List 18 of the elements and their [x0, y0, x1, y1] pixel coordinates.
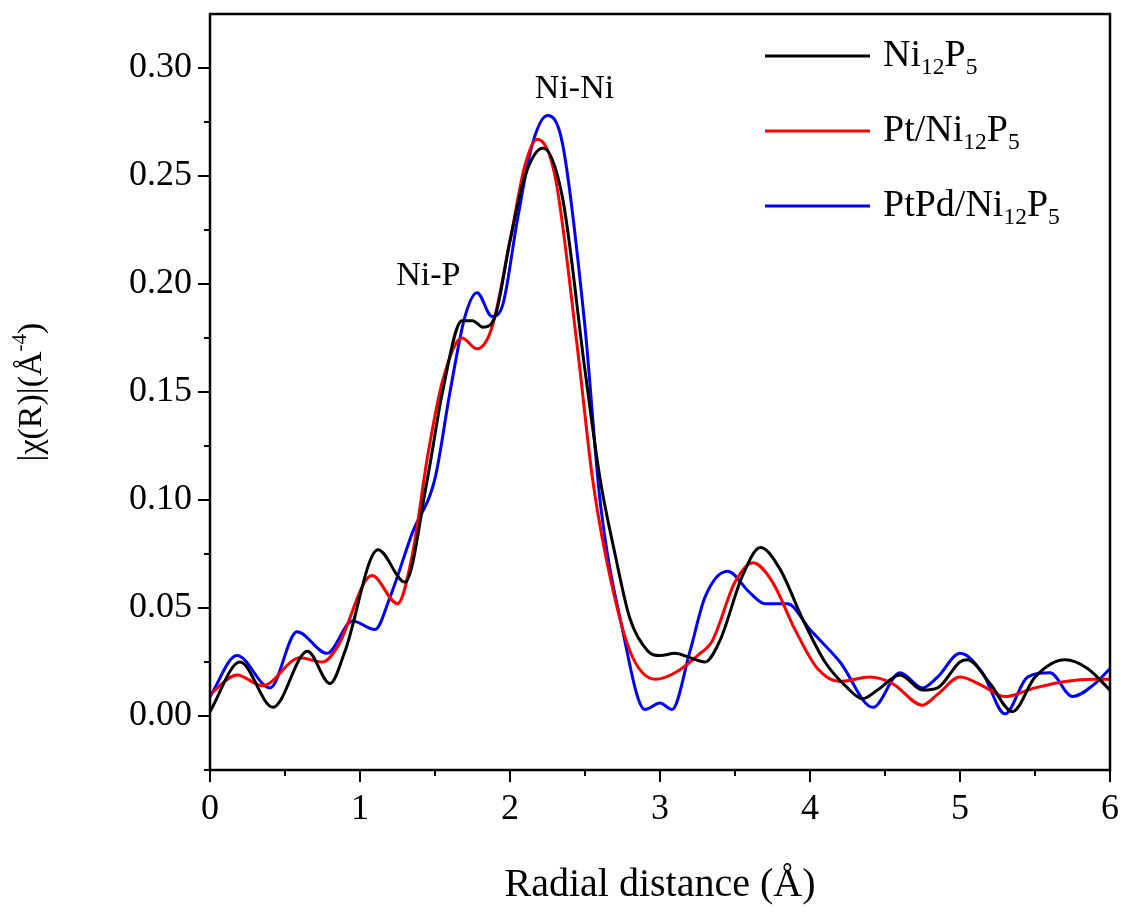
x-axis-title: Radial distance (Å) — [504, 859, 816, 905]
x-tick-label: 6 — [1101, 787, 1119, 828]
y-tick-label: 0.25 — [129, 153, 192, 194]
y-tick-label: 0.30 — [129, 45, 192, 86]
y-tick-label: 0.10 — [129, 477, 192, 518]
y-tick-label: 0.15 — [129, 369, 192, 410]
annotation: Ni-Ni — [534, 68, 615, 106]
y-tick-label: 0.05 — [129, 585, 192, 626]
x-tick-label: 2 — [501, 787, 519, 828]
y-tick-label: 0.00 — [129, 693, 192, 734]
x-tick-label: 1 — [351, 787, 369, 828]
annotation: Ni-P — [396, 255, 461, 293]
y-axis-title: |χ(R)|(Å-4) — [6, 322, 49, 462]
x-tick-label: 5 — [951, 787, 969, 828]
x-tick-label: 4 — [801, 787, 819, 828]
x-tick-label: 0 — [201, 787, 219, 828]
x-tick-label: 3 — [651, 787, 669, 828]
y-tick-label: 0.20 — [129, 261, 192, 302]
